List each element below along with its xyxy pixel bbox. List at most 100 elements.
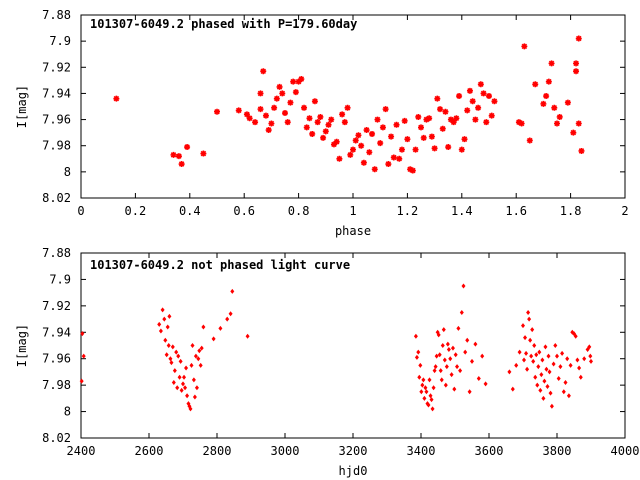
data-point [417, 374, 422, 380]
data-point [458, 146, 465, 153]
data-point [360, 159, 367, 166]
data-point [456, 325, 461, 331]
y-tick-label: 7.94 [42, 86, 71, 100]
data-point [573, 68, 580, 75]
data-point [396, 155, 403, 162]
data-point [230, 288, 235, 294]
data-point [464, 107, 471, 114]
data-point [409, 167, 416, 174]
data-point [564, 99, 571, 106]
y-tick-label: 7.88 [42, 246, 71, 260]
data-point [295, 78, 302, 85]
data-point [292, 89, 299, 96]
data-point [442, 108, 449, 115]
x-tick-label: 0 [77, 204, 84, 218]
data-point [434, 353, 439, 359]
data-point [407, 166, 414, 173]
data-point [333, 138, 340, 145]
data-point [423, 385, 428, 391]
data-point [461, 136, 468, 143]
data-point [531, 358, 536, 364]
data-point [436, 332, 441, 338]
y-tick-label: 7.88 [42, 8, 71, 22]
data-point [551, 104, 558, 111]
data-point [528, 337, 533, 343]
data-point [524, 350, 529, 356]
data-point [196, 356, 201, 362]
data-point [390, 154, 397, 161]
data-point [566, 393, 571, 399]
data-point [428, 393, 433, 399]
data-point [325, 121, 332, 128]
data-point [575, 35, 582, 42]
data-point [439, 125, 446, 132]
data-point [545, 383, 550, 389]
y-tick-label: 7.94 [42, 325, 71, 339]
data-point [339, 111, 346, 118]
x-tick-label: 3400 [407, 444, 436, 458]
data-point [166, 343, 171, 348]
data-point [282, 110, 288, 117]
data-point [447, 116, 454, 123]
data-point [418, 362, 423, 368]
data-point [555, 353, 559, 359]
data-point [198, 362, 203, 368]
data-point [178, 358, 183, 364]
data-point [184, 365, 189, 371]
data-point [573, 333, 578, 339]
data-point [548, 390, 553, 396]
data-point [458, 368, 463, 374]
data-point [423, 116, 430, 123]
data-point [193, 353, 198, 359]
data-point [252, 119, 259, 126]
x-tick-label: 2 [621, 204, 628, 218]
x-tick-label: 4000 [611, 444, 640, 458]
data-point [276, 83, 283, 90]
x-tick-label: 1.6 [505, 204, 527, 218]
data-point [184, 144, 191, 151]
x-tick-label: 3000 [271, 444, 300, 458]
data-point [459, 309, 464, 315]
data-point [543, 344, 548, 350]
data-point [218, 325, 223, 331]
data-point [440, 343, 445, 348]
x-tick-label: 0.6 [233, 204, 255, 218]
data-point [185, 393, 190, 399]
data-point [385, 161, 392, 168]
x-tick-label: 3200 [339, 444, 368, 458]
data-point [404, 136, 411, 143]
y-tick-label: 8 [64, 405, 71, 419]
data-point [521, 323, 525, 329]
data-point [379, 124, 386, 131]
data-point [450, 119, 457, 126]
data-point [311, 98, 318, 105]
data-point [163, 337, 168, 343]
data-point [529, 353, 534, 359]
data-point [157, 321, 162, 327]
data-point [548, 60, 555, 67]
data-point [545, 78, 552, 85]
data-point [476, 376, 481, 382]
data-point [452, 386, 457, 392]
y-tick-label: 7.92 [42, 60, 71, 74]
data-point [445, 341, 450, 347]
data-point [235, 107, 242, 114]
data-point [430, 406, 435, 412]
x-tick-label: 3800 [543, 444, 572, 458]
data-point [225, 316, 230, 322]
data-point [480, 353, 485, 359]
data-point [194, 385, 199, 391]
data-point [284, 119, 291, 126]
data-point [527, 316, 532, 322]
y-tick-label: 8.02 [42, 431, 71, 445]
data-point [449, 372, 454, 378]
data-point [549, 403, 554, 409]
data-point [517, 349, 522, 355]
data-point [577, 365, 582, 371]
data-point [170, 151, 177, 158]
data-point [448, 356, 453, 362]
data-point [175, 153, 182, 160]
data-point [554, 120, 560, 127]
data-point [544, 366, 549, 372]
